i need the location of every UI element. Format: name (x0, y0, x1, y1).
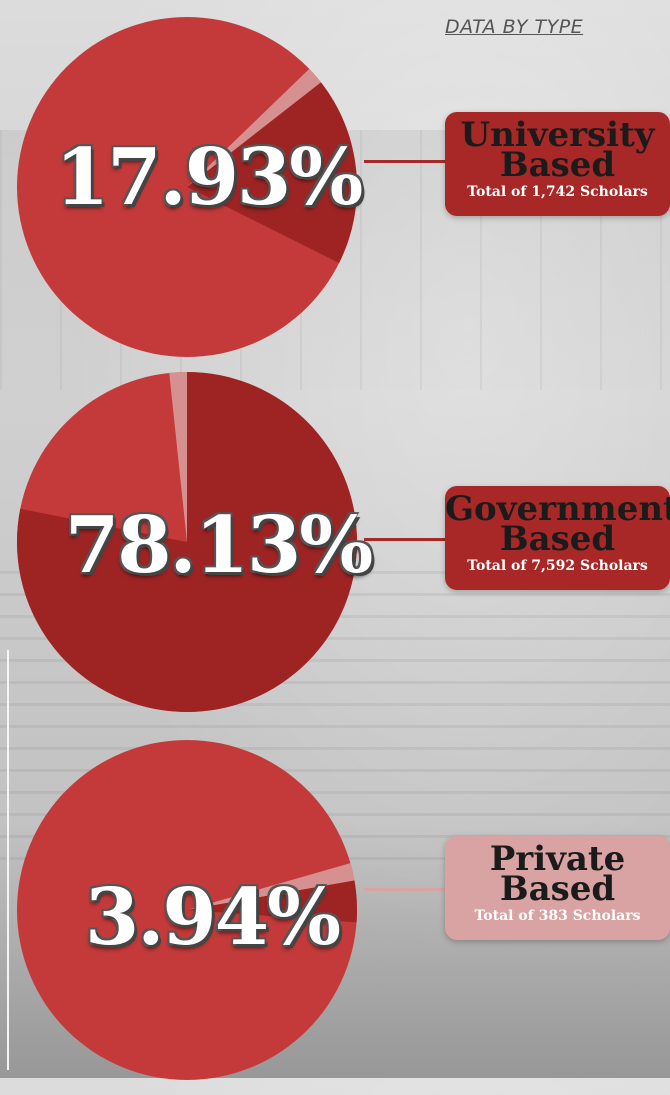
pie-slice-highlight (169, 372, 187, 542)
pie-slice-highlight (187, 863, 355, 910)
category-title-line2: Based (499, 869, 616, 909)
percentage-label: 3.94% (85, 872, 341, 963)
pie-chart-government (17, 372, 358, 712)
connector-line (364, 160, 446, 163)
category-total: Total of 383 Scholars (474, 908, 641, 924)
category-tag-government: Government Based Total of 7,592 Scholars (445, 486, 670, 590)
percentage-label: 17.93% (55, 132, 363, 223)
category-title: Private (489, 839, 626, 879)
pie-slice-value (17, 372, 358, 712)
pie-slice-highlight (187, 68, 321, 187)
category-tag-university: University Based Total of 1,742 Scholars (445, 112, 670, 216)
background-pillar-line (7, 650, 9, 1070)
pie-chart-private (17, 740, 358, 1080)
pie-slice-value (187, 82, 358, 263)
connector-line (364, 538, 446, 541)
section-header: DATA BY TYPE (445, 16, 584, 38)
connector-line (364, 888, 446, 891)
category-title-line2: Based (499, 519, 616, 559)
category-total: Total of 7,592 Scholars (467, 558, 648, 574)
percentage-label: 78.13% (65, 500, 373, 591)
category-title: Government (445, 489, 670, 529)
pie-slice-value (187, 880, 358, 923)
category-tag-private: Private Based Total of 383 Scholars (445, 836, 670, 940)
category-total: Total of 1,742 Scholars (467, 184, 648, 200)
category-title: University (460, 115, 655, 155)
pie-chart-university (17, 17, 358, 357)
category-title-line2: Based (499, 145, 616, 185)
